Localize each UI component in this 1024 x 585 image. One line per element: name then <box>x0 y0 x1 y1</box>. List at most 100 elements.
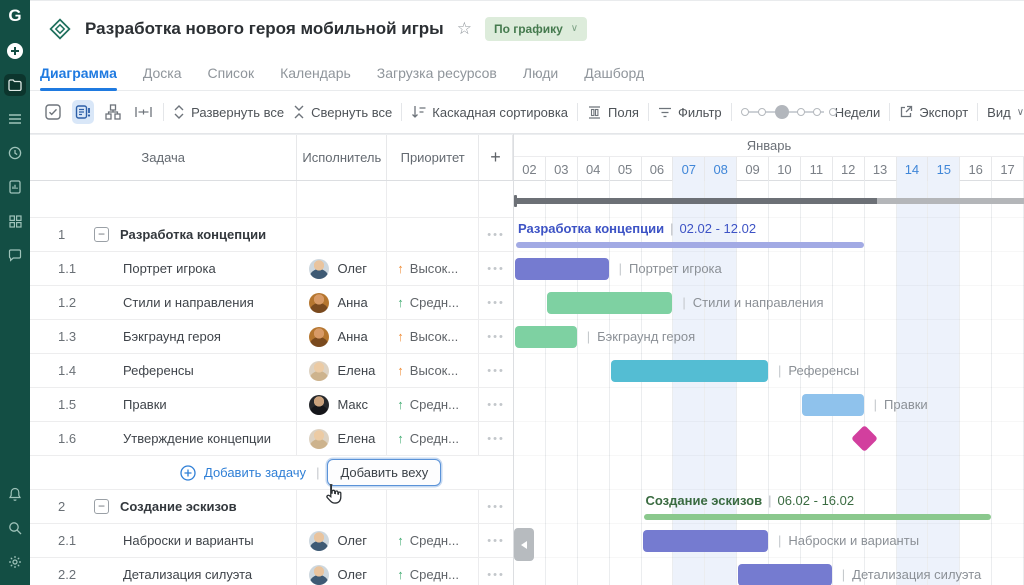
tab-4[interactable]: Загрузка ресурсов <box>376 65 497 81</box>
task-row-1.4[interactable]: 1.4 Референсы Елена ↑ Высок... ••• <box>30 354 513 388</box>
settings-button[interactable] <box>4 551 26 573</box>
text-width-button[interactable] <box>133 100 154 124</box>
cascade-sort-button[interactable]: Каскадная сортировка <box>411 105 568 120</box>
export-button[interactable]: Экспорт <box>899 105 968 120</box>
hierarchy-icon <box>105 104 121 120</box>
row-menu-button[interactable]: ••• <box>487 364 505 377</box>
task-bar-1.5[interactable] <box>801 394 864 416</box>
zoom-slider-dot[interactable] <box>812 108 821 116</box>
collapse-all-label: Свернуть все <box>311 104 393 120</box>
filter-icon <box>658 107 671 117</box>
zoom-slider-dot[interactable] <box>828 108 837 116</box>
project-header: Разработка нового героя мобильной игры ☆… <box>30 1 1024 56</box>
task-bar-1.1[interactable] <box>515 258 609 280</box>
task-name-cell: 2.2 Детализация силуэта <box>30 558 298 585</box>
add-button[interactable] <box>4 40 26 62</box>
task-name-cell: 2.1 Наброски и варианты <box>30 524 298 557</box>
sidebar-item-history[interactable] <box>4 142 26 164</box>
task-row-2.2[interactable]: 2.2 Детализация силуэта Олег ↑ Средн... ••• <box>30 558 513 585</box>
column-header-assignee[interactable]: Исполнитель <box>297 135 388 180</box>
sidebar-item-projects[interactable] <box>4 74 26 96</box>
zoom-slider-dot[interactable] <box>757 108 766 116</box>
row-menu-button[interactable]: ••• <box>487 330 505 343</box>
pipe-separator: | <box>682 295 686 310</box>
plus-circle-icon <box>7 43 23 59</box>
filter-button[interactable]: Фильтр <box>658 105 722 120</box>
task-row-2[interactable]: 2 − Создание эскизов ••• <box>30 490 513 524</box>
sidebar-item-apps[interactable] <box>4 210 26 232</box>
wbs-number: 1.5 <box>58 397 77 412</box>
group-summary-bar[interactable] <box>643 514 992 520</box>
group-date-range: 06.02 - 16.02 <box>777 493 855 508</box>
task-bar-1.4[interactable] <box>610 360 768 382</box>
sidebar-item-reports[interactable] <box>4 176 26 198</box>
tab-3[interactable]: Календарь <box>280 65 351 81</box>
row-menu-button[interactable]: ••• <box>487 432 505 445</box>
task-bar-2.1[interactable] <box>642 530 768 552</box>
task-bar-1.3[interactable] <box>515 326 577 348</box>
project-row[interactable] <box>30 181 513 218</box>
bell-icon <box>8 487 22 501</box>
task-row-1[interactable]: 1 − Разработка концепции ••• <box>30 218 513 252</box>
task-row-1.3[interactable]: 1.3 Бэкграунд героя Анна ↑ Высок... ••• <box>30 320 513 354</box>
row-menu-button[interactable]: ••• <box>487 398 505 411</box>
task-row-1.6[interactable]: 1.6 Утверждение концепции Елена ↑ Средн... ••… <box>30 422 513 456</box>
row-menu-cell: ••• <box>479 524 513 557</box>
timeline-zoom-slider[interactable] <box>740 104 837 120</box>
priority-label: Высок... <box>409 363 459 378</box>
tab-5[interactable]: Люди <box>522 65 559 81</box>
search-button[interactable] <box>4 517 26 539</box>
favorite-star-icon[interactable]: ☆ <box>456 18 472 38</box>
select-tasks-button[interactable] <box>42 100 63 124</box>
column-header-priority[interactable]: Приоритет <box>387 135 480 180</box>
hierarchy-button[interactable] <box>103 100 124 124</box>
row-menu-button[interactable]: ••• <box>487 262 505 275</box>
task-bar-2.2[interactable] <box>738 564 832 585</box>
add-column-button[interactable]: + <box>479 135 513 180</box>
expand-all-button[interactable]: Развернуть все <box>173 105 284 120</box>
tab-1[interactable]: Доска <box>142 65 182 81</box>
row-menu-button[interactable]: ••• <box>487 228 505 241</box>
add-row[interactable]: Добавить задачу | Добавить веху <box>30 456 513 490</box>
row-menu-button[interactable]: ••• <box>487 500 505 513</box>
tab-0[interactable]: Диаграмма <box>40 56 117 91</box>
add-task-link[interactable]: Добавить задачу <box>180 464 306 481</box>
zoom-slider-dot[interactable] <box>774 105 789 119</box>
add-milestone-button[interactable]: Добавить веху <box>327 459 442 486</box>
tab-2[interactable]: Список <box>207 65 255 81</box>
notifications-button[interactable] <box>4 483 26 505</box>
collapse-group-button[interactable]: − <box>94 499 109 514</box>
view-menu-button[interactable]: Вид ∨ <box>987 105 1024 120</box>
tab-6[interactable]: Дашборд <box>584 65 645 81</box>
row-menu-button[interactable]: ••• <box>487 534 505 547</box>
row-menu-button[interactable]: ••• <box>487 568 505 581</box>
assignee-name: Елена <box>337 431 376 446</box>
task-row-1.1[interactable]: 1.1 Портрет игрока Олег ↑ Высок... ••• <box>30 252 513 286</box>
priority-cell <box>387 181 480 217</box>
sidebar-item-comments[interactable] <box>4 244 26 266</box>
zoom-slider-dot[interactable] <box>796 108 805 116</box>
project-progress-bar[interactable] <box>514 198 878 204</box>
wbs-number: 1 <box>58 227 66 242</box>
collapse-grid-handle[interactable] <box>514 528 534 561</box>
column-header-task[interactable]: Задача <box>30 135 298 180</box>
task-row-2.1[interactable]: 2.1 Наброски и варианты Олег ↑ Средн... ••• <box>30 524 513 558</box>
zoom-slider-dot[interactable] <box>740 108 749 116</box>
day-header-08: 08 <box>705 157 738 181</box>
task-bar-1.2[interactable] <box>546 292 673 314</box>
gear-icon <box>9 556 21 568</box>
fields-button[interactable]: Поля <box>587 105 639 120</box>
page-title[interactable]: Разработка нового героя мобильной игры <box>85 18 444 38</box>
collapse-all-button[interactable]: Свернуть все <box>293 105 392 120</box>
task-details-button[interactable] <box>72 100 94 124</box>
task-row-1.5[interactable]: 1.5 Правки Макс ↑ Средн... ••• <box>30 388 513 422</box>
collapse-group-button[interactable]: − <box>94 227 109 242</box>
milestone-diamond[interactable] <box>851 425 879 452</box>
row-menu-button[interactable]: ••• <box>487 296 505 309</box>
sidebar-item-list[interactable] <box>4 108 26 130</box>
group-summary-bar[interactable] <box>516 242 864 248</box>
status-badge[interactable]: По графику ∨ <box>484 16 588 41</box>
day-header-16: 16 <box>960 157 993 181</box>
gantt-row-1.5: | Правки <box>514 388 1024 422</box>
task-row-1.2[interactable]: 1.2 Стили и направления Анна ↑ Средн... ••• <box>30 286 513 320</box>
